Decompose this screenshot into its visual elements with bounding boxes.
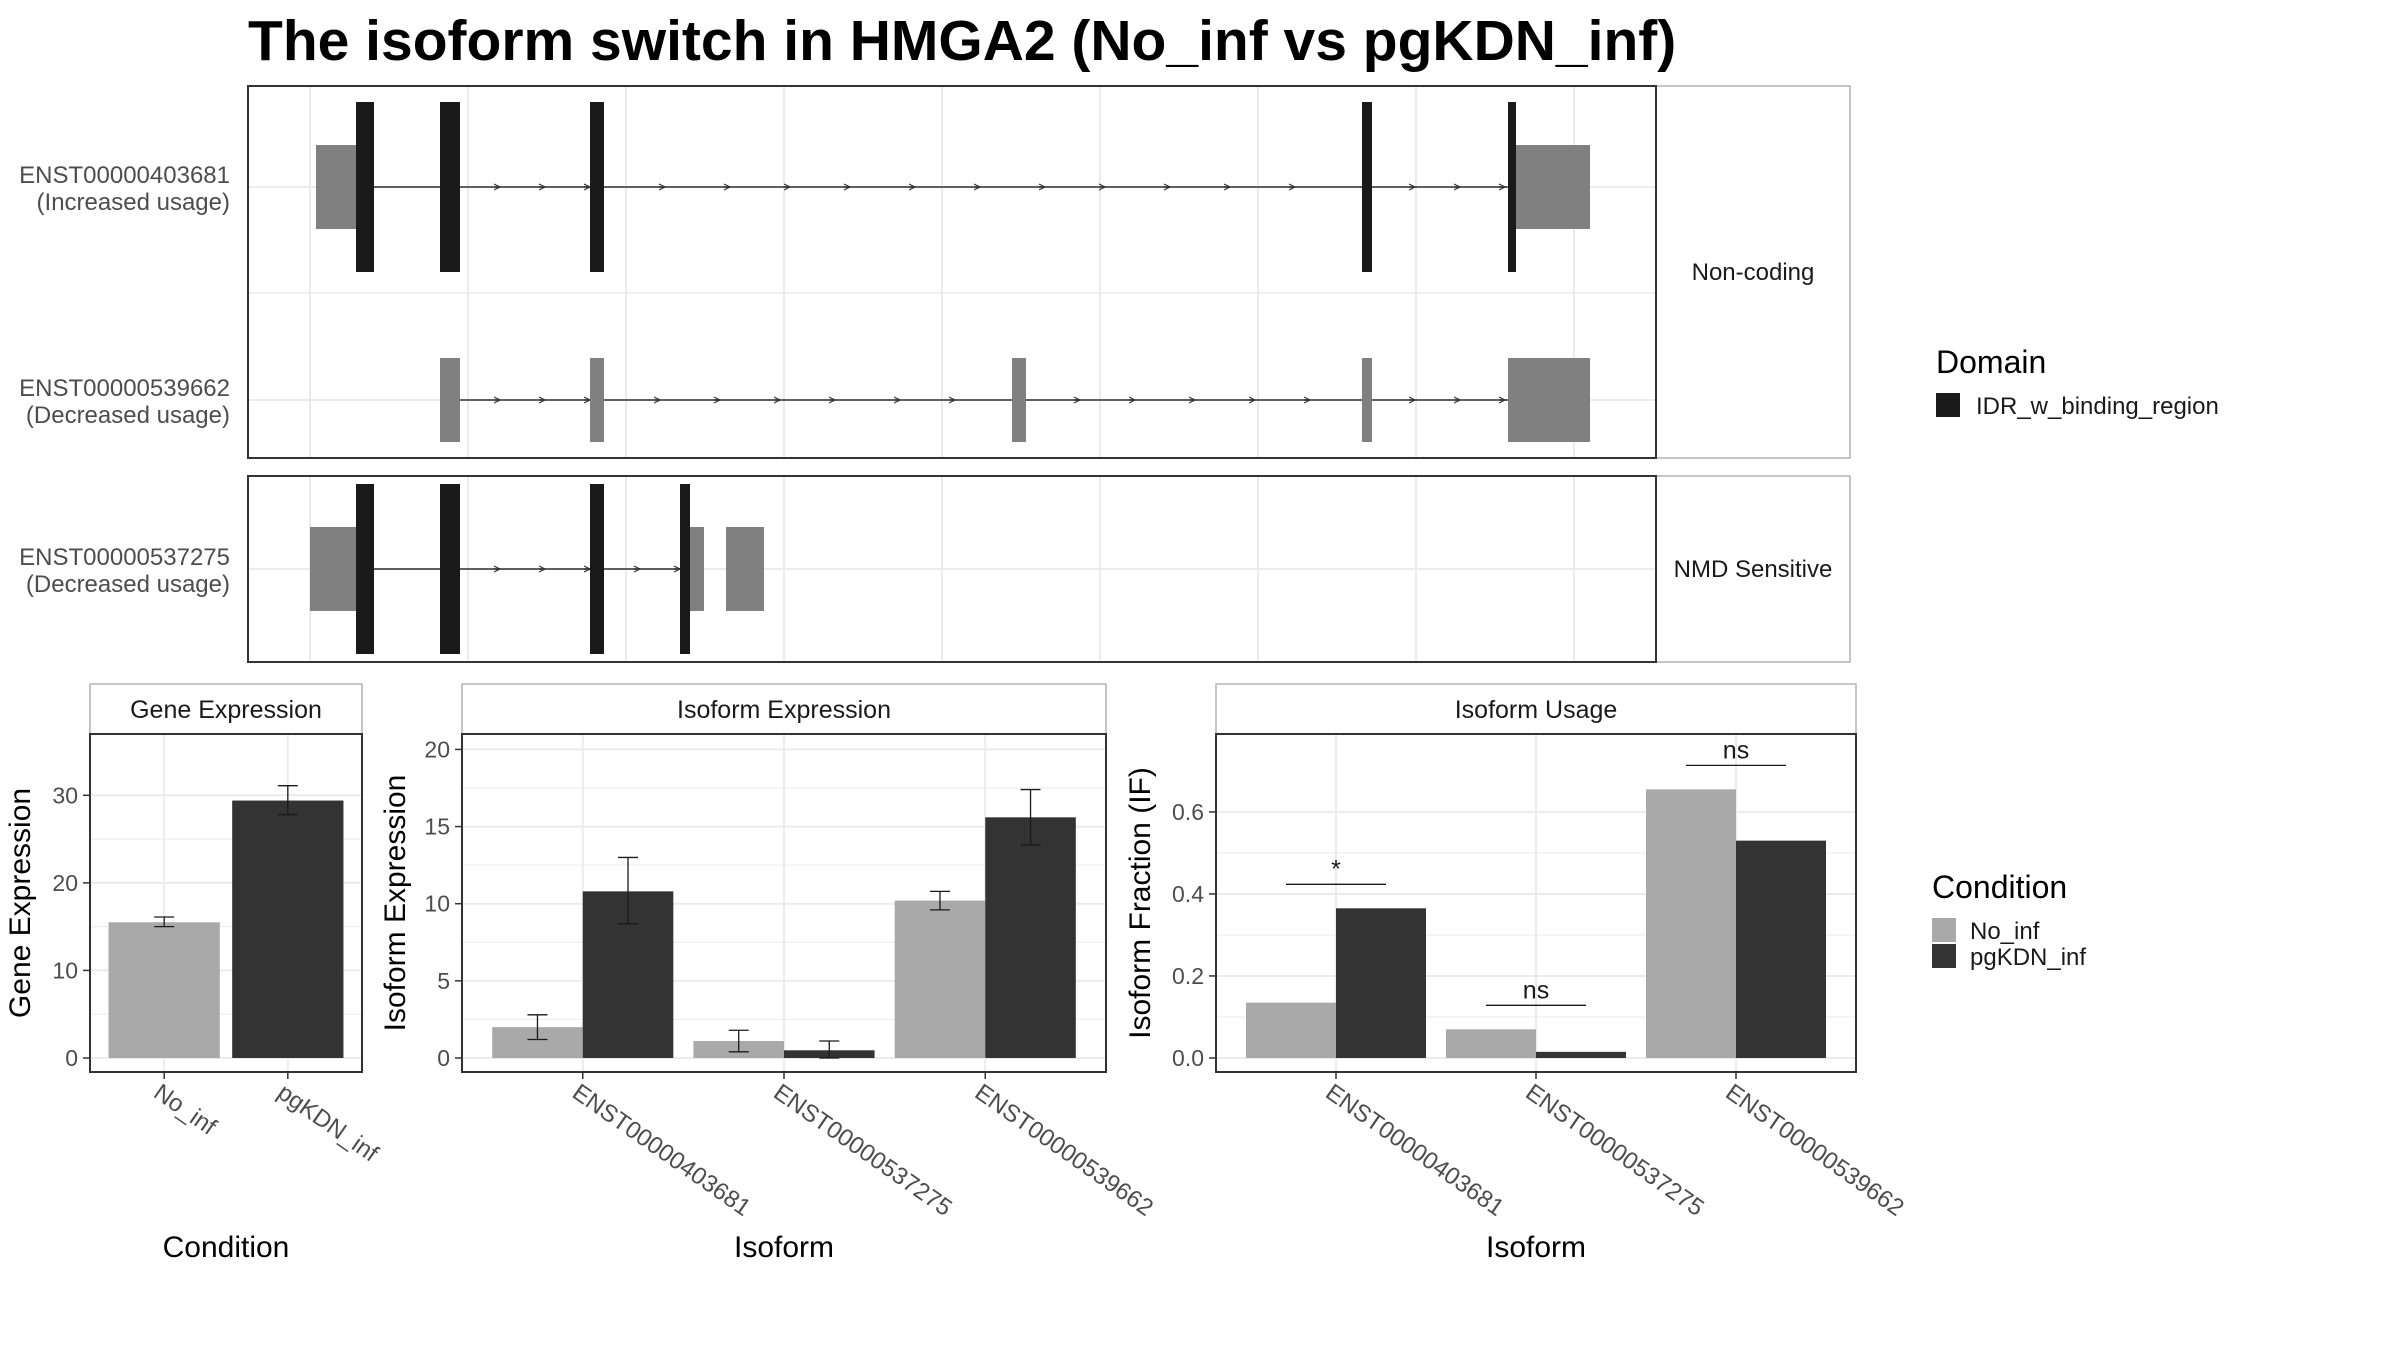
y-tick-label: 30 xyxy=(52,782,78,808)
panel-strip xyxy=(461,683,1107,735)
bar xyxy=(232,800,344,1058)
bar-charts: Gene Expression 0 10 20 30 No_inf pgKDN_inf Con… xyxy=(4,683,1909,1264)
domain-legend-title: Domain xyxy=(1936,344,2046,380)
condition-legend-key xyxy=(1932,918,1956,942)
panel-strip xyxy=(89,683,363,735)
x-tick-label: No_inf xyxy=(149,1079,222,1141)
bar xyxy=(1246,1002,1336,1058)
y-tick-label: 0 xyxy=(437,1045,450,1071)
panel-strip-label: Isoform Usage xyxy=(1455,696,1618,724)
x-tick-label: ENST00000539662 xyxy=(970,1079,1158,1222)
transcript-usage-label: (Decreased usage) xyxy=(26,402,230,429)
exon-domain xyxy=(440,102,460,272)
exon-non-domain xyxy=(1508,358,1590,442)
significance-label: ns xyxy=(1723,736,1749,764)
exon-non-domain xyxy=(1516,145,1590,229)
y-tick-label: 0.2 xyxy=(1172,963,1204,989)
y-axis-title: Gene Expression xyxy=(4,788,37,1018)
y-tick-label: 20 xyxy=(424,736,450,762)
y-axis-title: Isoform Fraction (IF) xyxy=(1124,767,1157,1039)
panel-border xyxy=(461,733,1107,1073)
y-tick-label: 10 xyxy=(52,957,78,983)
exon-domain xyxy=(590,102,604,272)
x-tick-label: pgKDN_inf xyxy=(272,1079,383,1168)
facet-border xyxy=(247,85,1657,459)
panel-border xyxy=(1215,733,1857,1073)
y-tick-label: 15 xyxy=(424,814,450,840)
bar xyxy=(894,900,986,1058)
x-tick-label: ENST00000537275 xyxy=(1521,1079,1709,1222)
transcript-id-label: ENST00000403681 xyxy=(19,162,230,189)
y-tick-label: 0.6 xyxy=(1172,799,1204,825)
y-tick-label: 0.0 xyxy=(1172,1045,1204,1071)
bar xyxy=(1646,789,1736,1058)
transcript-usage-label: (Decreased usage) xyxy=(26,571,230,598)
transcript-structure-panel: Non-coding NMD Sensitive ENST00000403681(I… xyxy=(19,85,1851,663)
bar xyxy=(1736,840,1826,1058)
y-tick-label: 0.4 xyxy=(1172,881,1204,907)
page-title: The isoform switch in HMGA2 (No_inf vs p… xyxy=(248,9,1677,73)
x-tick-label: ENST00000537275 xyxy=(769,1079,957,1222)
panel-strip xyxy=(1215,683,1857,735)
bar xyxy=(108,922,220,1058)
exon-domain xyxy=(440,484,460,654)
panel-strip-label: Gene Expression xyxy=(130,696,322,724)
exon-non-domain xyxy=(1012,358,1026,442)
panel-strip-label: Isoform Expression xyxy=(677,696,891,724)
condition-legend-title: Condition xyxy=(1932,869,2067,905)
exon-domain xyxy=(356,102,374,272)
exon-non-domain xyxy=(316,145,356,229)
domain-legend-key xyxy=(1936,393,1960,417)
bar xyxy=(1336,908,1426,1058)
facet-border xyxy=(247,475,1657,663)
exon-domain xyxy=(356,484,374,654)
x-tick-label: ENST00000539662 xyxy=(1721,1079,1909,1222)
exon-non-domain xyxy=(690,527,704,611)
legends: Domain IDR_w_binding_region Condition No_in… xyxy=(1932,344,2219,971)
exon-domain xyxy=(680,484,690,654)
facet-strip xyxy=(1655,475,1851,663)
condition-legend-key xyxy=(1932,944,1956,968)
domain-legend-label: IDR_w_binding_region xyxy=(1976,393,2219,420)
facet-strip xyxy=(1655,85,1851,459)
x-axis-title: Isoform xyxy=(1486,1231,1586,1264)
exon-non-domain xyxy=(310,527,356,611)
bar xyxy=(1446,1029,1536,1058)
exon-non-domain xyxy=(726,527,764,611)
x-tick-label: ENST00000403681 xyxy=(1321,1079,1509,1222)
exon-non-domain xyxy=(1362,358,1372,442)
exon-domain xyxy=(1508,102,1516,272)
transcript-id-label: ENST00000539662 xyxy=(19,375,230,402)
exon-domain xyxy=(1362,102,1372,272)
y-axis-title: Isoform Expression xyxy=(379,775,412,1032)
x-tick-label: ENST00000403681 xyxy=(567,1079,755,1222)
condition-legend-label: pgKDN_inf xyxy=(1970,944,2086,971)
bar xyxy=(1536,1051,1626,1058)
condition-legend-label: No_inf xyxy=(1970,918,2040,945)
transcript-id-label: ENST00000537275 xyxy=(19,544,230,571)
y-tick-label: 5 xyxy=(437,968,450,994)
significance-label: ns xyxy=(1523,976,1549,1004)
exon-domain xyxy=(590,484,604,654)
y-tick-label: 20 xyxy=(52,870,78,896)
x-axis-title: Isoform xyxy=(734,1231,834,1264)
transcript-usage-label: (Increased usage) xyxy=(37,189,230,216)
y-tick-label: 0 xyxy=(65,1045,78,1071)
exon-non-domain xyxy=(590,358,604,442)
exon-non-domain xyxy=(440,358,460,442)
panel-border xyxy=(89,733,363,1073)
bar xyxy=(985,817,1076,1058)
facet-label: NMD Sensitive xyxy=(1674,556,1833,583)
x-axis-title: Condition xyxy=(163,1231,290,1264)
facet-background xyxy=(248,86,1656,458)
significance-label: * xyxy=(1331,855,1341,883)
facet-label: Non-coding xyxy=(1692,259,1815,286)
y-tick-label: 10 xyxy=(424,891,450,917)
